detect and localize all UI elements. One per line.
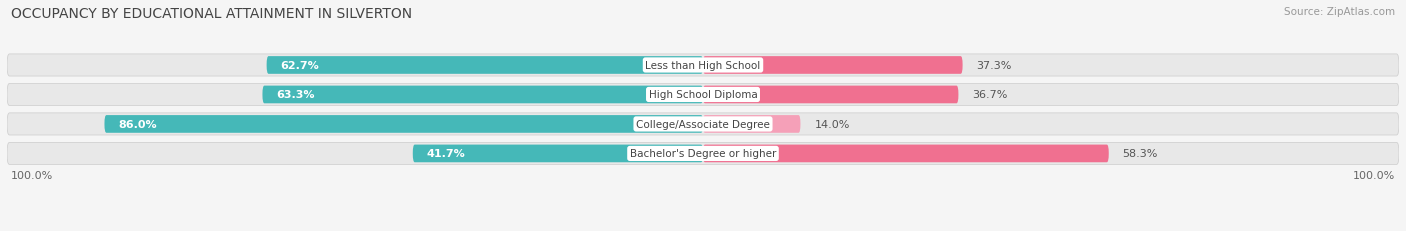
FancyBboxPatch shape	[703, 57, 963, 74]
Text: High School Diploma: High School Diploma	[648, 90, 758, 100]
Text: 62.7%: 62.7%	[281, 61, 319, 71]
Text: Less than High School: Less than High School	[645, 61, 761, 71]
Text: 41.7%: 41.7%	[426, 149, 465, 159]
FancyBboxPatch shape	[7, 55, 1399, 77]
FancyBboxPatch shape	[703, 145, 1109, 163]
Text: Source: ZipAtlas.com: Source: ZipAtlas.com	[1284, 7, 1395, 17]
FancyBboxPatch shape	[263, 86, 703, 104]
Text: Bachelor's Degree or higher: Bachelor's Degree or higher	[630, 149, 776, 159]
FancyBboxPatch shape	[7, 84, 1399, 106]
Text: 86.0%: 86.0%	[118, 119, 157, 129]
Text: College/Associate Degree: College/Associate Degree	[636, 119, 770, 129]
Text: 37.3%: 37.3%	[977, 61, 1012, 71]
FancyBboxPatch shape	[267, 57, 703, 74]
Text: 36.7%: 36.7%	[973, 90, 1008, 100]
FancyBboxPatch shape	[104, 116, 703, 133]
Text: 100.0%: 100.0%	[1353, 170, 1396, 180]
FancyBboxPatch shape	[703, 116, 800, 133]
Text: 58.3%: 58.3%	[1122, 149, 1159, 159]
Text: 63.3%: 63.3%	[277, 90, 315, 100]
Text: 14.0%: 14.0%	[814, 119, 849, 129]
Text: OCCUPANCY BY EDUCATIONAL ATTAINMENT IN SILVERTON: OCCUPANCY BY EDUCATIONAL ATTAINMENT IN S…	[11, 7, 412, 21]
FancyBboxPatch shape	[413, 145, 703, 163]
Text: 100.0%: 100.0%	[10, 170, 53, 180]
FancyBboxPatch shape	[7, 113, 1399, 135]
FancyBboxPatch shape	[703, 86, 959, 104]
FancyBboxPatch shape	[7, 143, 1399, 165]
